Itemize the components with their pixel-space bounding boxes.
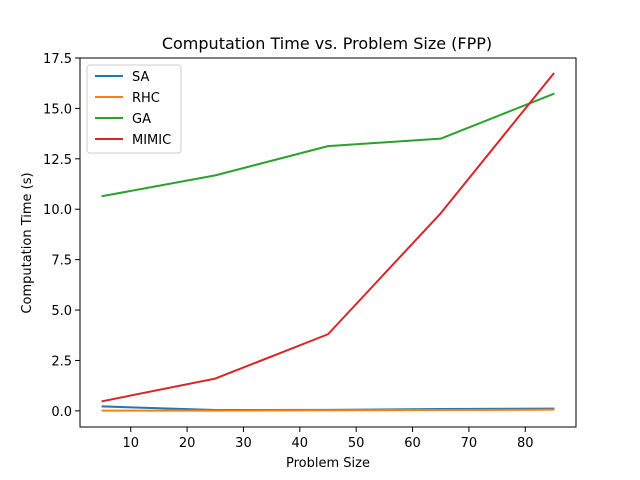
plot-area-frame [79,57,577,428]
x-tick-label: 40 [292,436,309,451]
x-axis-title: Problem Size [286,456,370,471]
y-tick-label: 12.5 [43,153,72,168]
y-tick-label: 15.0 [43,102,72,117]
legend-label-mimic: MIMIC [132,133,171,148]
legend: SA RHC GA MIMIC [86,64,182,154]
y-tick-label: 5.0 [51,304,72,319]
y-tick-label: 0.0 [51,405,72,420]
y-tick-label: 17.5 [43,52,72,67]
x-tick-label: 20 [179,436,196,451]
legend-label-rhc: RHC [132,91,160,106]
x-tick-label: 30 [235,436,252,451]
x-tick-label: 50 [348,436,365,451]
x-tick-label: 60 [404,436,421,451]
series-layer [101,72,555,412]
x-axis: 10 20 30 40 50 60 70 80 [122,427,534,451]
series-line-rhc [101,408,555,412]
series-line-ga [101,92,555,198]
y-tick-label: 2.5 [51,354,72,369]
x-tick-label: 10 [122,436,139,451]
legend-box [86,64,182,154]
y-tick-label: 7.5 [51,254,72,269]
series-line-mimic [101,72,555,403]
legend-label-ga: GA [132,112,151,127]
y-tick-label: 10.0 [43,203,72,218]
x-tick-label: 80 [517,436,534,451]
legend-label-sa: SA [132,70,149,85]
x-tick-label: 70 [461,436,478,451]
y-axis: 0.0 2.5 5.0 7.5 10.0 12.5 15.0 17.5 [43,52,80,420]
y-axis-title: Computation Time (s) [20,172,35,313]
chart-title: Computation Time vs. Problem Size (FPP) [162,34,492,53]
